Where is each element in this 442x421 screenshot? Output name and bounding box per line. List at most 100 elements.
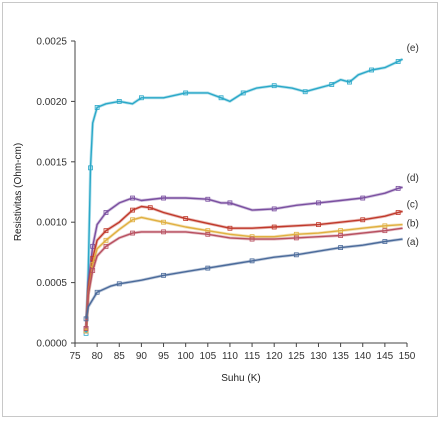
series-label: (c)	[407, 199, 419, 210]
data-point	[103, 210, 109, 215]
data-point	[205, 231, 211, 237]
data-point	[360, 195, 366, 201]
data-point	[94, 289, 100, 295]
data-point	[369, 67, 374, 73]
data-point	[116, 99, 122, 104]
x-tick-label: 100	[177, 351, 194, 362]
x-axis-label: Suhu (K)	[221, 373, 260, 384]
x-tick-label: 80	[92, 351, 104, 362]
x-tick-label: 115	[244, 351, 260, 362]
data-point	[382, 239, 388, 244]
data-point	[302, 89, 308, 95]
data-point	[116, 281, 122, 287]
y-tick-label: 0.0020	[36, 97, 67, 108]
data-point	[338, 245, 344, 250]
x-tick-label: 105	[199, 351, 216, 362]
data-point	[227, 225, 233, 231]
series-line	[85, 205, 403, 331]
data-point	[90, 243, 96, 249]
x-tick-label: 150	[399, 351, 416, 362]
data-point	[183, 90, 189, 96]
series-lines	[83, 57, 404, 336]
data-point	[205, 196, 211, 202]
series-line	[85, 227, 403, 329]
x-tick-label: 75	[69, 351, 81, 362]
x-tick-label: 85	[114, 351, 126, 362]
data-point	[130, 230, 135, 236]
data-point	[271, 206, 277, 212]
data-point	[88, 165, 93, 171]
series-halo	[84, 237, 403, 320]
y-tick-label: 0.0005	[36, 278, 67, 289]
chart-frame: 75 80 85 90 95 100 105 110 115 120 125 130 135 140 145…	[2, 2, 438, 417]
data-point	[338, 228, 344, 234]
data-point	[103, 237, 109, 243]
data-point	[218, 95, 224, 101]
data-point	[130, 195, 135, 201]
series-label: (b)	[407, 219, 419, 230]
series-label: (d)	[407, 173, 419, 184]
series-line	[85, 216, 403, 331]
x-tick-label: 95	[158, 351, 170, 362]
y-tick-label: 0.0015	[36, 157, 67, 168]
data-point	[338, 233, 344, 238]
series-label: (a)	[407, 237, 419, 248]
tick-labels: 75 80 85 90 95 100 105 110 115 120 125 130 135 140 145…	[36, 37, 415, 363]
data-point	[382, 228, 388, 234]
data-point	[293, 252, 299, 258]
data-point	[316, 200, 321, 206]
data-point	[329, 82, 335, 87]
series-line	[85, 58, 403, 334]
data-point	[227, 200, 233, 206]
x-tick-label: 135	[332, 351, 349, 362]
y-tick-label: 0.0025	[36, 37, 67, 48]
x-tick-label: 120	[266, 351, 283, 362]
x-tick-label: 140	[354, 351, 371, 362]
data-point	[130, 207, 135, 213]
data-point	[103, 243, 109, 249]
data-point	[94, 105, 100, 110]
data-point	[83, 316, 89, 322]
series-halo	[84, 205, 403, 331]
data-point	[161, 229, 166, 235]
series-label: (e)	[407, 43, 419, 54]
data-point	[249, 258, 255, 264]
data-point	[161, 272, 166, 278]
data-point	[347, 79, 352, 85]
data-point	[83, 326, 89, 331]
data-point	[83, 328, 89, 334]
x-tick-label: 110	[222, 351, 238, 362]
data-point	[382, 223, 388, 229]
data-point	[395, 185, 401, 191]
data-point	[161, 195, 166, 201]
x-tick-label: 130	[310, 351, 327, 362]
data-point	[205, 265, 211, 271]
axes	[71, 40, 408, 347]
data-point	[316, 222, 321, 228]
y-tick-label: 0.0010	[36, 218, 67, 229]
data-point	[271, 224, 277, 230]
data-point	[161, 219, 166, 225]
series-line	[85, 238, 403, 319]
data-point	[395, 59, 401, 64]
data-point	[83, 330, 89, 336]
series-halo	[84, 226, 403, 329]
data-point	[90, 268, 96, 273]
data-point	[130, 217, 135, 223]
data-point	[360, 217, 366, 223]
data-point	[249, 236, 255, 242]
line-chart: 75 80 85 90 95 100 105 110 115 120 125 130 135 140 145…	[13, 37, 419, 385]
data-point	[183, 216, 189, 221]
data-point	[395, 210, 401, 215]
y-tick-label: 0.0000	[36, 339, 67, 350]
data-point	[147, 205, 153, 211]
data-point	[138, 95, 144, 101]
data-point	[240, 90, 246, 96]
y-axis-label: Resistivitas (Ohm-cm)	[13, 143, 24, 241]
x-tick-label: 145	[377, 351, 394, 362]
x-tick-label: 90	[136, 351, 148, 362]
data-point	[293, 235, 299, 241]
data-point	[271, 83, 277, 89]
series-line	[85, 186, 403, 329]
data-point	[103, 228, 109, 234]
